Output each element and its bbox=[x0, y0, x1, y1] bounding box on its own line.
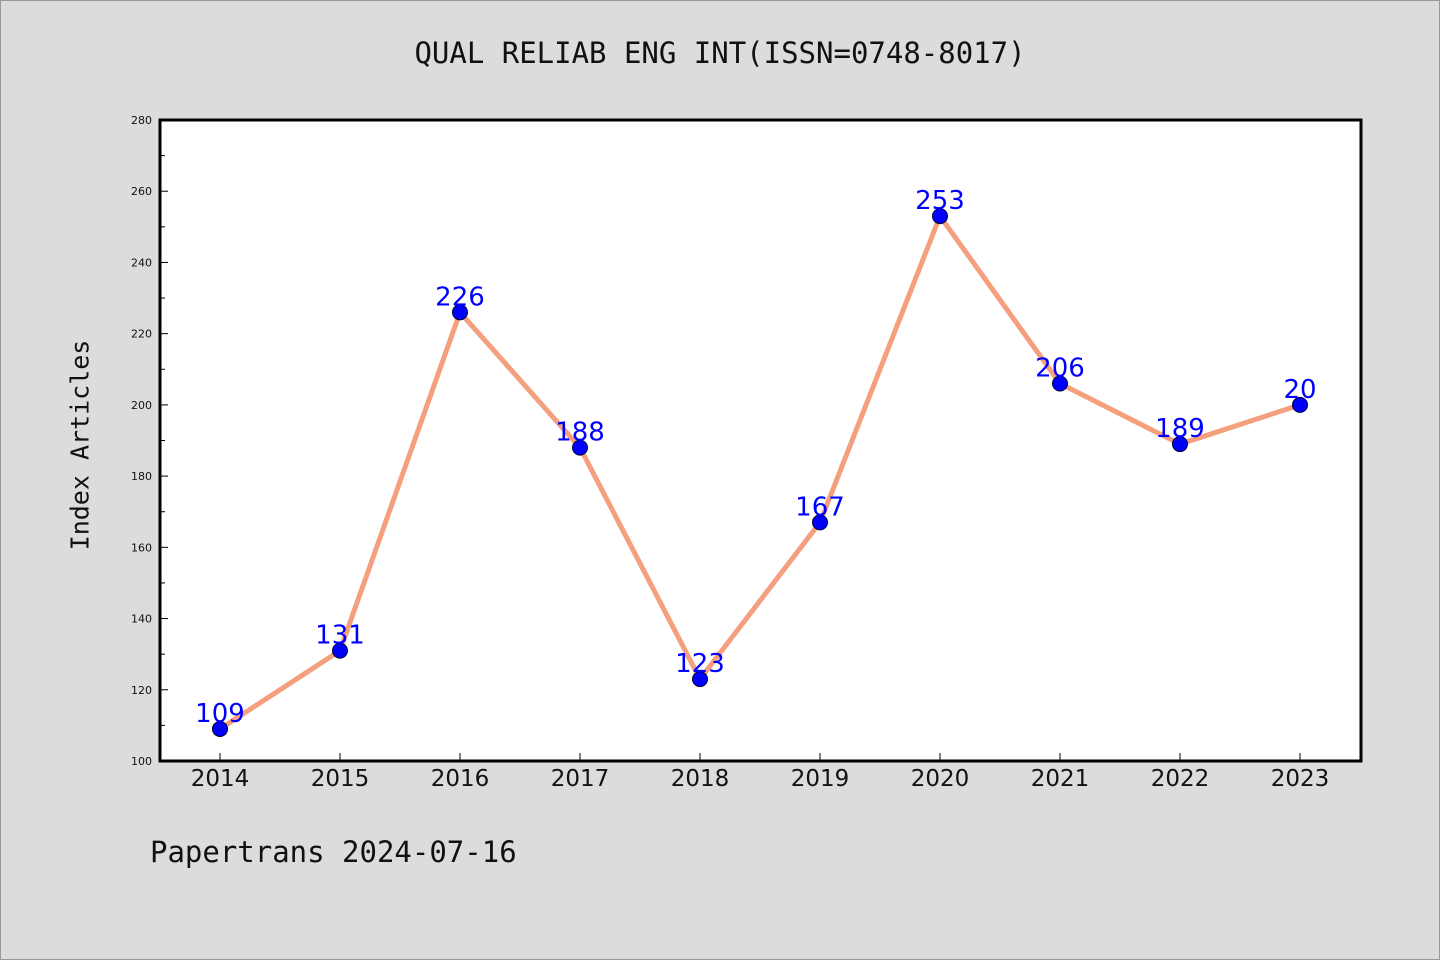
y-tick-label: 180 bbox=[131, 470, 152, 483]
data-label: 189 bbox=[1155, 414, 1205, 444]
x-tick-label: 2018 bbox=[671, 766, 730, 792]
y-tick-label: 220 bbox=[131, 328, 152, 341]
data-labels: 109 131 226 188 123 167 253 206 189 20 bbox=[195, 186, 1316, 729]
x-tick-label: 2015 bbox=[311, 766, 370, 792]
x-tick-label: 2020 bbox=[911, 766, 970, 792]
y-tick-label: 120 bbox=[131, 684, 152, 697]
data-point bbox=[332, 642, 348, 659]
watermark-text: Papertrans 2024-07-16 bbox=[150, 835, 517, 869]
y-tick-label: 200 bbox=[131, 399, 152, 412]
data-point bbox=[932, 208, 948, 225]
data-label: 109 bbox=[195, 699, 245, 729]
y-tick-label: 260 bbox=[131, 185, 152, 198]
y-tick-label: 280 bbox=[131, 114, 152, 127]
data-point bbox=[572, 439, 588, 456]
data-point bbox=[1052, 375, 1068, 392]
data-points bbox=[212, 208, 1308, 737]
x-tick-label: 2023 bbox=[1271, 766, 1330, 792]
x-tick-label: 2021 bbox=[1031, 766, 1090, 792]
plot-area bbox=[160, 120, 1361, 761]
x-tick-label: 2019 bbox=[791, 766, 850, 792]
data-label: 253 bbox=[915, 186, 965, 216]
data-label: 20 bbox=[1283, 375, 1316, 405]
data-point bbox=[212, 720, 228, 737]
data-point bbox=[1292, 396, 1308, 413]
data-point bbox=[692, 671, 708, 688]
y-tick-label: 140 bbox=[131, 613, 152, 626]
data-point bbox=[1172, 436, 1188, 453]
x-tick-label: 2014 bbox=[191, 766, 250, 792]
data-point bbox=[812, 514, 828, 531]
data-label: 131 bbox=[315, 621, 365, 651]
plot-frame bbox=[158, 118, 1363, 763]
x-tick-label: 2016 bbox=[431, 766, 490, 792]
y-tick-label: 160 bbox=[131, 541, 152, 554]
data-label: 206 bbox=[1035, 354, 1085, 384]
data-point bbox=[452, 304, 468, 321]
data-label: 123 bbox=[675, 649, 725, 679]
data-label: 167 bbox=[795, 492, 845, 522]
x-tick-label: 2022 bbox=[1151, 766, 1210, 792]
chart-title: QUAL RELIAB ENG INT(ISSN=0748-8017) bbox=[414, 36, 1026, 70]
y-tick-label: 100 bbox=[131, 755, 152, 768]
data-label: 226 bbox=[435, 282, 485, 312]
x-axis: 2014 2015 2016 2017 2018 2019 2020 2021 2022 2023 bbox=[191, 753, 1330, 792]
y-tick-label: 240 bbox=[131, 256, 152, 269]
series-line bbox=[217, 213, 1303, 732]
data-label: 188 bbox=[555, 418, 605, 448]
y-axis: 100 120 140 160 180 200 220 240 260 280 bbox=[131, 114, 168, 768]
x-tick-label: 2017 bbox=[551, 766, 610, 792]
